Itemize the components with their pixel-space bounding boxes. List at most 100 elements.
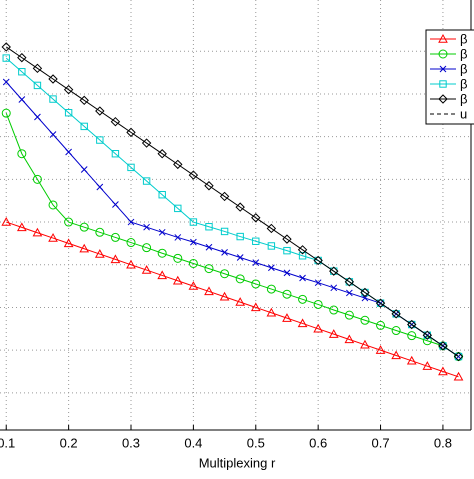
marker (49, 131, 57, 138)
x-tick-label: 0.2 (60, 435, 78, 450)
marker (32, 227, 43, 237)
marker (205, 223, 213, 231)
marker (438, 49, 448, 59)
marker (94, 249, 105, 258)
marker (313, 323, 324, 333)
marker (79, 222, 89, 232)
marker (391, 309, 401, 319)
marker (220, 227, 229, 236)
marker (173, 253, 183, 263)
marker (422, 336, 432, 346)
marker (190, 238, 197, 246)
marker (17, 149, 27, 159)
marker (143, 223, 150, 231)
marker (158, 191, 166, 199)
marker (330, 284, 338, 292)
marker (313, 299, 323, 309)
marker (407, 319, 417, 330)
marker (251, 213, 261, 223)
marker (423, 331, 432, 339)
marker (18, 68, 26, 76)
marker (298, 294, 308, 304)
marker (297, 318, 308, 328)
marker (32, 174, 42, 184)
marker (188, 281, 199, 290)
series-line (5, 81, 459, 357)
marker (250, 302, 261, 312)
marker (330, 267, 338, 275)
marker (48, 233, 58, 242)
marker (251, 279, 261, 289)
marker (174, 204, 182, 213)
series (1, 42, 464, 362)
series (1, 108, 464, 362)
marker (205, 243, 213, 251)
marker (126, 238, 136, 248)
marker (2, 54, 10, 62)
series (1, 217, 464, 381)
series-line (5, 57, 459, 357)
marker (1, 217, 12, 226)
marker (111, 150, 120, 158)
marker (235, 297, 246, 306)
marker (391, 350, 401, 360)
marker (439, 65, 447, 73)
marker (283, 269, 291, 277)
marker (345, 289, 353, 297)
marker (220, 269, 230, 279)
marker (63, 238, 74, 248)
marker (344, 277, 355, 287)
marker (110, 232, 120, 242)
marker (282, 289, 292, 299)
marker (127, 163, 135, 172)
marker (172, 275, 183, 285)
marker (314, 256, 322, 265)
marker (438, 33, 448, 43)
marker (157, 270, 168, 280)
series-line (5, 46, 459, 357)
marker (80, 166, 88, 173)
marker (438, 341, 448, 351)
marker (95, 106, 105, 116)
marker (221, 249, 228, 256)
marker (252, 259, 260, 266)
marker (392, 310, 400, 318)
marker (408, 320, 416, 329)
legend-label: β (460, 76, 467, 91)
x-tick-label: 0.5 (247, 435, 265, 450)
marker (1, 108, 11, 118)
marker (438, 94, 448, 104)
x-tick-label: 0.7 (372, 435, 390, 450)
marker (189, 218, 198, 226)
marker (360, 315, 370, 325)
marker (266, 307, 277, 317)
marker (126, 127, 136, 138)
marker (96, 136, 104, 144)
marker (157, 149, 167, 159)
marker (298, 252, 307, 260)
marker (236, 254, 244, 261)
marker (328, 329, 339, 338)
marker (16, 222, 27, 232)
marker (313, 255, 323, 266)
marker (141, 138, 152, 148)
x-axis-label: Multiplexing r (199, 455, 276, 470)
marker (329, 266, 339, 276)
x-tick-label: 0.8 (434, 435, 452, 450)
marker (375, 298, 386, 308)
marker (141, 265, 152, 274)
marker (266, 284, 276, 294)
x-tick-label: 0.1 (0, 435, 15, 450)
legend-label: β (460, 61, 467, 76)
marker (110, 254, 121, 264)
marker (34, 113, 41, 121)
marker (188, 258, 198, 268)
marker (454, 352, 463, 361)
marker (126, 259, 136, 269)
marker (453, 351, 464, 362)
marker (79, 243, 90, 253)
marker (110, 116, 121, 127)
legend-box (425, 29, 474, 125)
